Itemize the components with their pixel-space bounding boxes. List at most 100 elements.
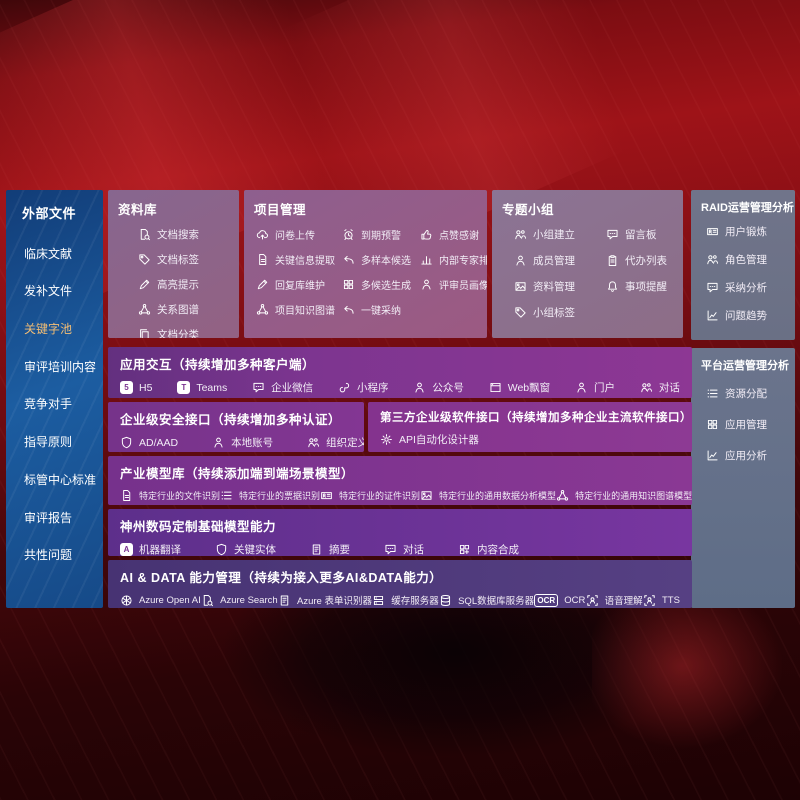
- feature-item-label: 对话: [658, 382, 680, 394]
- sidebar-item[interactable]: 审评培训内容: [24, 358, 96, 375]
- feature-item[interactable]: Azure Open AI: [120, 594, 201, 607]
- feature-item[interactable]: 文档分类: [138, 327, 229, 338]
- feature-item-label: 公众号: [432, 382, 464, 394]
- pen-icon: [256, 278, 269, 291]
- feature-item[interactable]: 留言板: [606, 227, 673, 242]
- sidebar-item-label: 关键字池: [24, 322, 73, 337]
- red-rim-glow: [592, 606, 792, 756]
- feature-item[interactable]: Web飘窗: [489, 380, 550, 395]
- feature-item[interactable]: OCR OCR: [534, 593, 585, 607]
- feature-item[interactable]: 门户: [575, 380, 615, 395]
- feature-item[interactable]: A 机器翻译: [120, 542, 181, 556]
- pen-icon: [138, 278, 151, 291]
- feature-item[interactable]: 摘要: [310, 542, 350, 556]
- feature-item[interactable]: 语音理解: [586, 593, 643, 607]
- feature-item[interactable]: 多样本候选: [342, 252, 418, 267]
- feature-item[interactable]: 文档搜索: [138, 227, 229, 242]
- feature-item-label: 机器翻译: [139, 544, 181, 556]
- feature-item[interactable]: 特定行业的通用数据分析模型: [420, 489, 556, 502]
- sidebar-item[interactable]: 共性问题: [24, 546, 93, 563]
- feature-item[interactable]: 事项提醒: [606, 279, 673, 294]
- feature-item[interactable]: 小程序: [338, 380, 389, 395]
- feature-item[interactable]: 内部专家排名: [420, 252, 487, 267]
- feature-item[interactable]: 成员管理: [514, 253, 606, 268]
- feature-item[interactable]: 到期预警: [342, 227, 418, 242]
- feature-item[interactable]: 特定行业的证件识别: [320, 489, 420, 502]
- feature-item-label: 高亮提示: [157, 279, 199, 291]
- cloud-up-icon: [256, 228, 269, 241]
- feature-item[interactable]: 小组建立: [514, 227, 606, 242]
- feature-item[interactable]: 5 H5: [120, 381, 152, 394]
- doc-search-icon: [201, 594, 214, 607]
- sidebar-item[interactable]: 发补文件: [24, 282, 93, 299]
- sidebar-item[interactable]: 指导原则: [24, 433, 93, 450]
- feature-item[interactable]: 特定行业的文件识别: [120, 489, 220, 502]
- feature-item[interactable]: 回复库维护: [256, 277, 340, 292]
- sidebar-item[interactable]: 审评报告: [24, 509, 93, 526]
- feature-item[interactable]: 企业微信: [252, 380, 313, 395]
- person-icon: [413, 381, 426, 394]
- feature-item[interactable]: 用户锻炼: [706, 224, 785, 239]
- person-icon: [514, 254, 527, 267]
- feature-item[interactable]: 组织定义: [307, 435, 364, 450]
- sidebar-item[interactable]: 竞争对手: [24, 395, 93, 412]
- feature-item[interactable]: 角色管理: [706, 252, 785, 267]
- feature-item[interactable]: Azure Search: [201, 594, 278, 607]
- feature-item-label: 回复库维护: [275, 281, 325, 292]
- feature-item[interactable]: 应用分析: [706, 448, 785, 463]
- form-icon: [310, 543, 323, 556]
- feature-item[interactable]: 多候选生成: [342, 277, 418, 292]
- feature-item[interactable]: 问题趋势: [706, 308, 785, 323]
- people-icon: [514, 228, 527, 241]
- feature-item-label: 文档分类: [157, 329, 199, 338]
- feature-item[interactable]: SQL数据库服务器: [439, 593, 534, 607]
- feature-item-label: 资料管理: [533, 281, 575, 293]
- sidebar-item[interactable]: 标管中心标准: [24, 471, 96, 488]
- topic-group-grid: 小组建立 留言板 成员管理 代办列表资料管理 事项提醒小组标签: [502, 227, 673, 320]
- feature-item[interactable]: TTS: [643, 594, 680, 607]
- feature-item[interactable]: 采纳分析: [706, 280, 785, 295]
- image-icon: [420, 489, 433, 502]
- feature-item[interactable]: 内容合成: [458, 542, 519, 556]
- feature-item-label: 一键采纳: [361, 306, 401, 317]
- feature-item[interactable]: Azure 表单识别器: [278, 593, 372, 607]
- feature-item[interactable]: 小组标签: [514, 305, 606, 320]
- feature-item[interactable]: 对话: [640, 380, 680, 395]
- feature-item[interactable]: 一键采纳: [342, 302, 418, 317]
- feature-item[interactable]: 资源分配: [706, 386, 785, 401]
- feature-item[interactable]: 本地账号: [212, 435, 273, 450]
- feature-item-label: 特定行业的文件识别: [139, 491, 221, 501]
- feature-item[interactable]: 公众号: [413, 380, 464, 395]
- row-title: 神州数码定制基础模型能力: [120, 520, 277, 534]
- feature-item[interactable]: API自动化设计器: [380, 432, 479, 447]
- feature-item-label: 问卷上传: [275, 231, 315, 242]
- feature-item[interactable]: 问卷上传: [256, 227, 340, 242]
- feature-item[interactable]: 资料管理: [514, 279, 606, 294]
- feature-item[interactable]: AD/AAD: [120, 436, 178, 449]
- feature-item[interactable]: 点赞感谢: [420, 227, 487, 242]
- feature-item[interactable]: 关键实体: [215, 542, 276, 556]
- feature-item[interactable]: 应用管理: [706, 417, 785, 432]
- feature-item[interactable]: 对话: [384, 542, 424, 556]
- feature-item[interactable]: 项目知识图谱: [256, 302, 340, 317]
- feature-item[interactable]: 关系图谱: [138, 302, 229, 317]
- sidebar-item[interactable]: 关键字池: [24, 320, 93, 337]
- feature-item-label: 小组标签: [533, 307, 575, 319]
- feature-item[interactable]: 关键信息提取: [256, 252, 340, 267]
- reply-icon: [342, 303, 355, 316]
- feature-item[interactable]: 高亮提示: [138, 277, 229, 292]
- person-icon: [420, 278, 433, 291]
- sidebar-item[interactable]: 临床文献: [24, 245, 93, 262]
- feature-item-label: 角色管理: [725, 254, 767, 266]
- repository-panel: 资料库 文档搜索 文档标签 高亮提示 关系图谱 文档分类: [108, 190, 239, 338]
- feature-item[interactable]: 缓存服务器: [372, 593, 439, 607]
- feature-item[interactable]: 特定行业的票据识别: [220, 489, 320, 502]
- feature-item[interactable]: 代办列表: [606, 253, 673, 268]
- feature-item[interactable]: 评审员画像: [420, 277, 487, 292]
- feature-item[interactable]: 文档标签: [138, 252, 229, 267]
- feature-item-label: 缓存服务器: [391, 596, 439, 607]
- voice-icon: [643, 594, 656, 607]
- feature-item[interactable]: T Teams: [177, 381, 227, 394]
- feature-item[interactable]: 特定行业的通用知识图谱模型: [556, 489, 692, 502]
- feature-item-label: 语音理解: [604, 596, 643, 607]
